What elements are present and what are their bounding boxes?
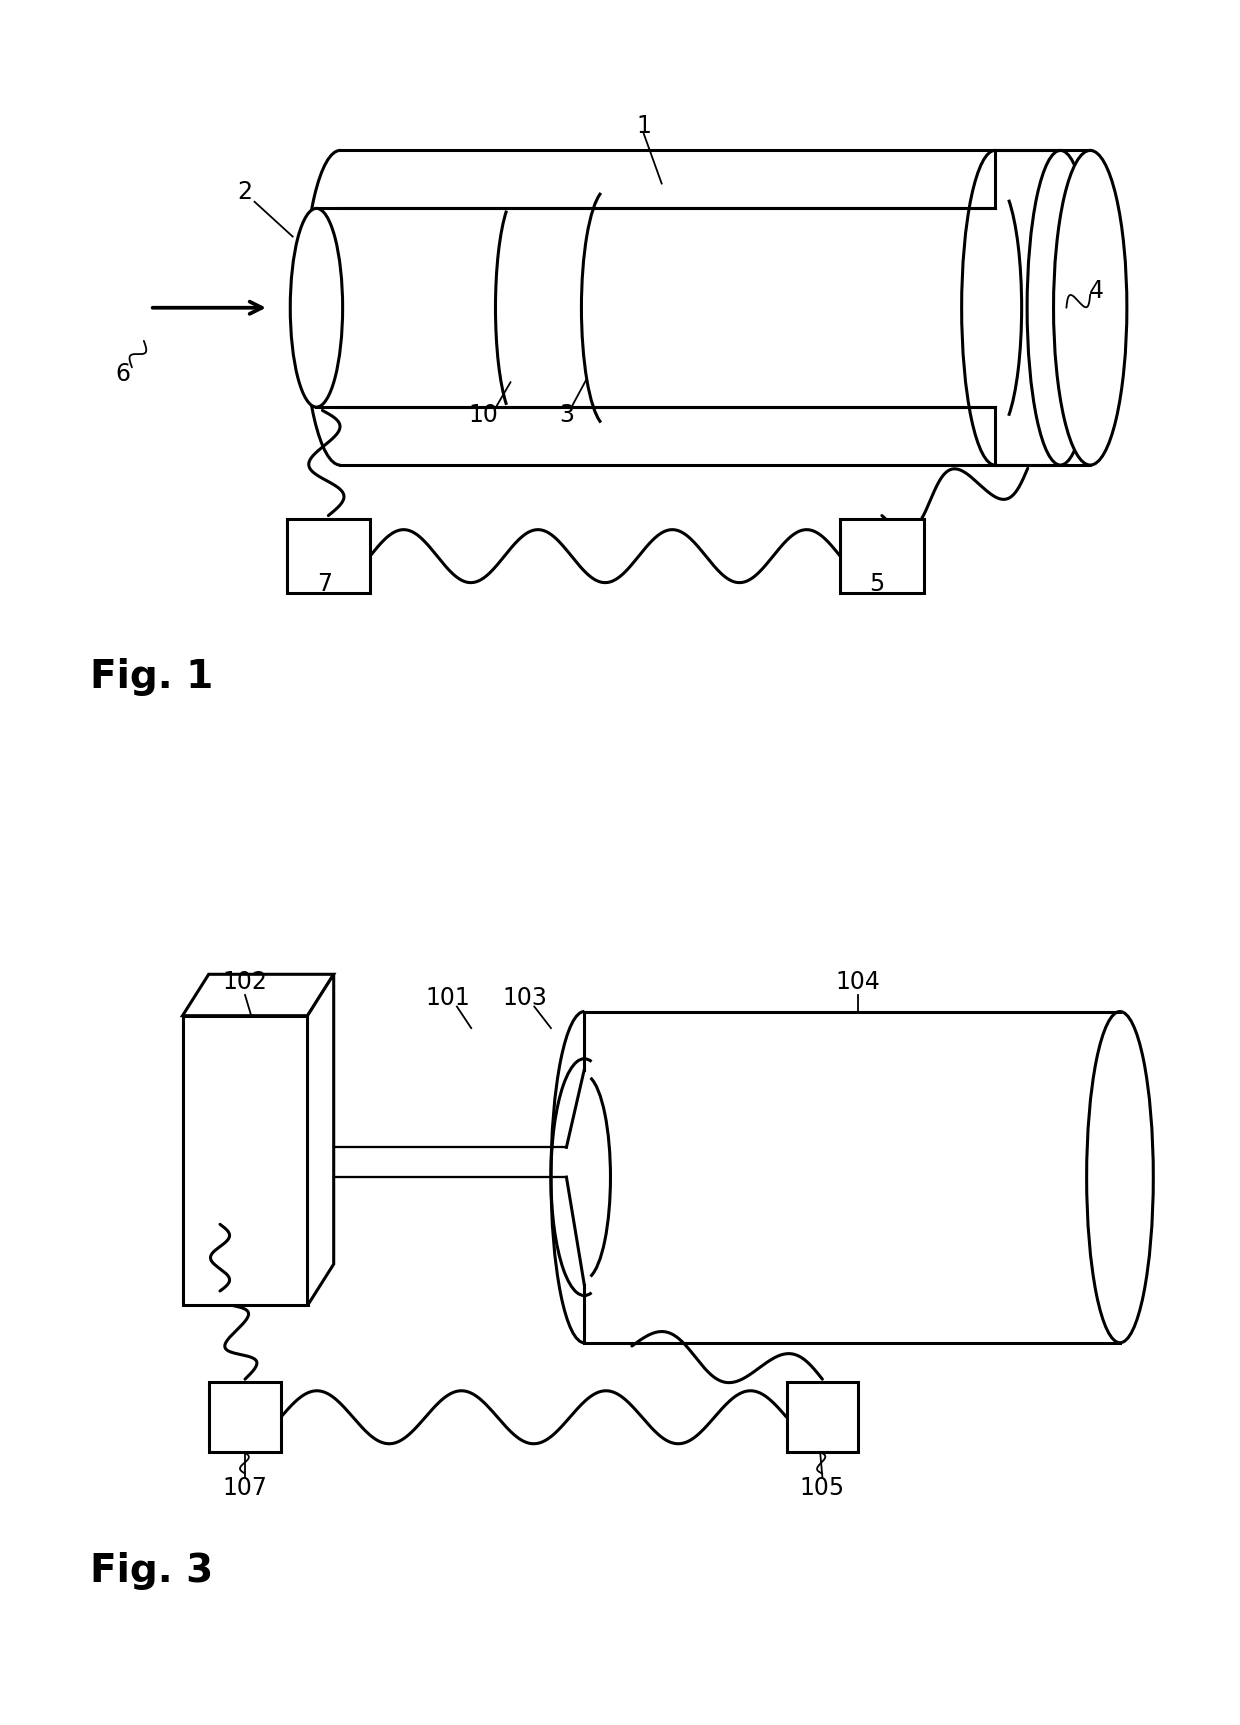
Text: 107: 107 <box>223 1477 268 1501</box>
Ellipse shape <box>1027 150 1094 466</box>
Text: 5: 5 <box>869 573 885 597</box>
Text: 3: 3 <box>559 404 574 428</box>
Text: 10: 10 <box>469 404 498 428</box>
Bar <box>286 519 370 593</box>
Bar <box>182 1016 308 1306</box>
Text: 102: 102 <box>223 969 268 994</box>
Text: 7: 7 <box>317 573 332 597</box>
Polygon shape <box>308 975 334 1306</box>
Text: 2: 2 <box>238 179 253 204</box>
Bar <box>786 1382 858 1452</box>
Ellipse shape <box>1086 1011 1153 1342</box>
Text: 6: 6 <box>115 362 130 386</box>
Text: 103: 103 <box>502 987 547 1011</box>
Bar <box>210 1382 280 1452</box>
Text: 105: 105 <box>800 1477 844 1501</box>
Text: 1: 1 <box>636 114 651 138</box>
Text: Fig. 3: Fig. 3 <box>91 1552 213 1590</box>
Bar <box>841 519 924 593</box>
Text: 101: 101 <box>425 987 470 1011</box>
Ellipse shape <box>290 209 342 407</box>
Text: 104: 104 <box>836 969 880 994</box>
Text: Fig. 1: Fig. 1 <box>91 657 213 695</box>
Text: 4: 4 <box>1089 279 1104 304</box>
Ellipse shape <box>1054 150 1127 466</box>
Polygon shape <box>182 975 334 1016</box>
